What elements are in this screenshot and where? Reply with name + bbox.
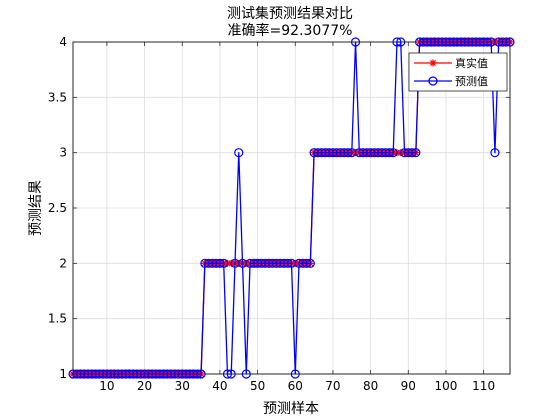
x-tick-label: 40 xyxy=(212,379,227,393)
x-tick-label: 50 xyxy=(250,379,265,393)
series-layer xyxy=(68,37,515,379)
y-tick-label: 1.5 xyxy=(48,312,67,326)
data-point xyxy=(490,148,500,158)
data-point xyxy=(411,148,421,158)
data-point xyxy=(215,258,225,268)
x-tick-label: 60 xyxy=(288,379,303,393)
legend-box xyxy=(408,52,508,92)
data-point xyxy=(343,148,353,158)
data-point xyxy=(196,369,206,379)
data-point xyxy=(350,37,361,47)
chart-title: 测试集预测结果对比 xyxy=(227,5,353,22)
x-tick-label: 70 xyxy=(325,379,340,393)
data-point xyxy=(407,148,417,158)
legend-marker-true xyxy=(429,59,437,67)
y-tick-label: 3.5 xyxy=(48,90,67,104)
y-axis-ticks: 1 1.5 2 2.5 3 3.5 4 xyxy=(48,35,510,381)
x-tick-label: 90 xyxy=(401,379,416,393)
y-tick-label: 1 xyxy=(59,367,67,381)
legend: 真实值 预测值 xyxy=(408,52,508,92)
x-tick-label: 20 xyxy=(137,379,152,393)
data-point xyxy=(226,369,236,379)
legend-label-pred: 预测值 xyxy=(455,75,488,88)
data-point xyxy=(482,37,492,47)
data-point xyxy=(301,258,312,268)
x-axis-label: 预测样本 xyxy=(263,401,319,417)
x-tick-label: 30 xyxy=(175,379,190,393)
legend-label-true: 真实值 xyxy=(455,56,488,70)
x-tick-label: 110 xyxy=(472,379,495,393)
y-tick-label: 3 xyxy=(59,146,67,160)
data-point xyxy=(283,258,293,268)
y-axis-label: 预测结果 xyxy=(28,180,44,236)
chart-subtitle: 准确率=92.3077% xyxy=(228,22,353,39)
data-point xyxy=(290,369,300,379)
data-point xyxy=(192,369,202,379)
data-point xyxy=(501,37,511,47)
data-point xyxy=(388,148,398,158)
data-point xyxy=(396,37,406,47)
data-point xyxy=(219,258,229,268)
y-tick-label: 2.5 xyxy=(48,201,67,215)
x-axis-ticks: 10 20 30 40 50 60 70 80 90 100 110 xyxy=(99,42,495,393)
x-tick-label: 10 xyxy=(99,379,114,393)
data-point xyxy=(222,369,233,379)
series-predicted xyxy=(68,37,515,379)
grid xyxy=(73,41,510,375)
x-tick-label: 100 xyxy=(435,379,458,393)
y-tick-label: 4 xyxy=(59,35,67,49)
data-point xyxy=(305,258,315,268)
data-point xyxy=(241,369,251,379)
data-point xyxy=(505,37,515,47)
x-tick-label: 80 xyxy=(363,379,378,393)
legend-marker-pred xyxy=(428,76,438,86)
data-point xyxy=(234,148,244,158)
data-point xyxy=(392,37,402,47)
y-tick-label: 2 xyxy=(59,256,67,270)
data-point xyxy=(384,148,395,158)
